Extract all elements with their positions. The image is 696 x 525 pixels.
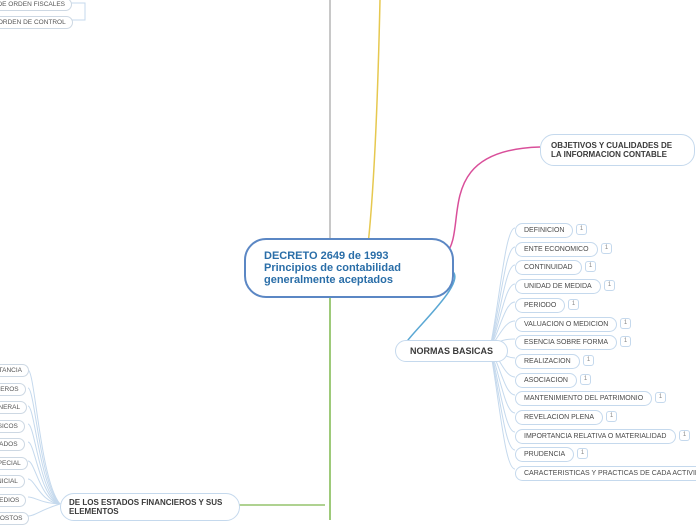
node-normas-basicas[interactable]: NORMAS BASICAS (395, 340, 508, 362)
badge-normas-0[interactable]: 1 (576, 224, 587, 235)
badge-normas-2[interactable]: 1 (585, 261, 596, 272)
central-node[interactable]: DECRETO 2649 de 1993 Principios de conta… (244, 238, 454, 298)
leaf-normas-11[interactable]: IMPORTANCIA RELATIVA O MATERIALIDAD (515, 429, 676, 444)
leaf-normas-5[interactable]: VALUACION O MEDICION (515, 317, 617, 332)
leaf-estados-0[interactable]: ORTANCIA (0, 364, 29, 377)
leaf-estados-7[interactable]: RMEDIOS (0, 494, 26, 507)
central-line3: generalmente aceptados (264, 274, 434, 286)
leaf-normas-3[interactable]: UNIDAD DE MEDIDA (515, 279, 601, 294)
badge-normas-9[interactable]: 1 (655, 392, 666, 403)
node-objetivos[interactable]: OBJETIVOS Y CUALIDADES DE LA INFORMACION… (540, 134, 695, 166)
leaf-normas-7[interactable]: REALIZACION (515, 354, 580, 369)
leaf-normas-10[interactable]: REVELACION PLENA (515, 410, 603, 425)
badge-normas-1[interactable]: 1 (601, 243, 612, 254)
leaf-estados-4[interactable]: LIDADOS (0, 438, 25, 451)
badge-normas-11[interactable]: 1 (679, 430, 690, 441)
leaf-estados-6[interactable]: E INICIAL (0, 475, 25, 488)
leaf-orden-fiscales[interactable]: AS DE ORDEN FISCALES (0, 0, 72, 11)
leaf-orden-control[interactable]: DE ORDEN DE CONTROL (0, 16, 73, 29)
leaf-normas-9[interactable]: MANTENIMIENTO DEL PATRIMONIO (515, 391, 652, 406)
badge-normas-7[interactable]: 1 (583, 355, 594, 366)
leaf-normas-8[interactable]: ASOCIACION (515, 373, 577, 388)
badge-normas-4[interactable]: 1 (568, 299, 579, 310)
central-line1: DECRETO 2649 de 1993 (264, 250, 434, 262)
badge-normas-6[interactable]: 1 (620, 336, 631, 347)
leaf-normas-0[interactable]: DEFINICION (515, 223, 573, 238)
leaf-normas-12[interactable]: PRUDENCIA (515, 447, 574, 462)
badge-normas-10[interactable]: 1 (606, 411, 617, 422)
leaf-normas-13[interactable]: CARACTERISTICAS Y PRACTICAS DE CADA ACTI… (515, 466, 696, 481)
leaf-normas-4[interactable]: PERIODO (515, 298, 565, 313)
node-estados-financieros[interactable]: DE LOS ESTADOS FINANCIEROS Y SUS ELEMENT… (60, 493, 240, 521)
badge-normas-3[interactable]: 1 (604, 280, 615, 291)
central-line2: Principios de contabilidad (264, 262, 434, 274)
leaf-normas-1[interactable]: ENTE ECONOMICO (515, 242, 598, 257)
leaf-estados-5[interactable]: ESPECIAL (0, 457, 28, 470)
leaf-normas-2[interactable]: CONTINUIDAD (515, 260, 582, 275)
leaf-estados-1[interactable]: NCIEROS (0, 383, 26, 396)
leaf-estados-2[interactable]: GENERAL (0, 401, 27, 414)
badge-normas-5[interactable]: 1 (620, 318, 631, 329)
leaf-estados-8[interactable]: E COSTOS (0, 512, 29, 525)
leaf-normas-6[interactable]: ESENCIA SOBRE FORMA (515, 335, 617, 350)
badge-normas-8[interactable]: 1 (580, 374, 591, 385)
leaf-estados-3[interactable]: BASICOS (0, 420, 25, 433)
badge-normas-12[interactable]: 1 (577, 448, 588, 459)
